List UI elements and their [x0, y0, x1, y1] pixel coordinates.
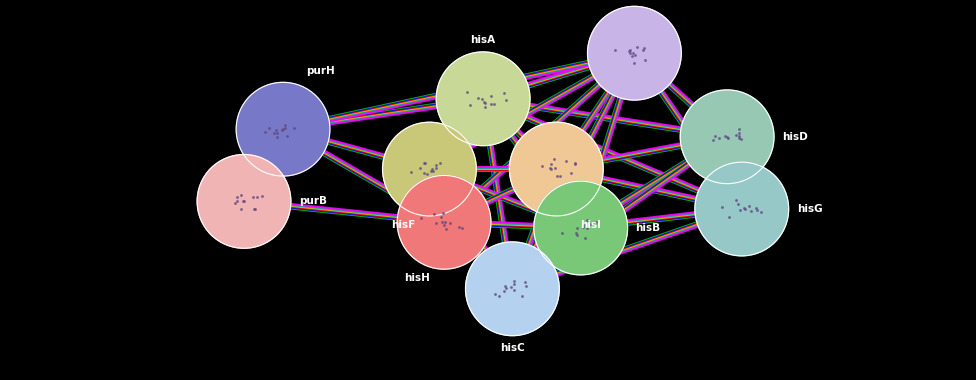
Ellipse shape — [236, 82, 330, 176]
Ellipse shape — [588, 6, 681, 100]
Text: hisI: hisI — [580, 220, 601, 230]
Text: hisC: hisC — [500, 343, 525, 353]
Text: hisA: hisA — [470, 35, 496, 44]
Text: hisD: hisD — [782, 132, 808, 142]
Text: hisB: hisB — [635, 223, 661, 233]
Ellipse shape — [695, 162, 789, 256]
Text: purB: purB — [299, 196, 327, 206]
Text: hisF: hisF — [391, 220, 416, 230]
Ellipse shape — [680, 90, 774, 184]
Ellipse shape — [466, 242, 559, 336]
Text: hisH: hisH — [404, 273, 430, 283]
Ellipse shape — [436, 52, 530, 146]
Ellipse shape — [397, 176, 491, 269]
Ellipse shape — [509, 122, 603, 216]
Ellipse shape — [197, 155, 291, 248]
Ellipse shape — [534, 181, 628, 275]
Text: hisG: hisG — [796, 204, 823, 214]
Text: purH: purH — [306, 66, 335, 76]
Ellipse shape — [383, 122, 476, 216]
